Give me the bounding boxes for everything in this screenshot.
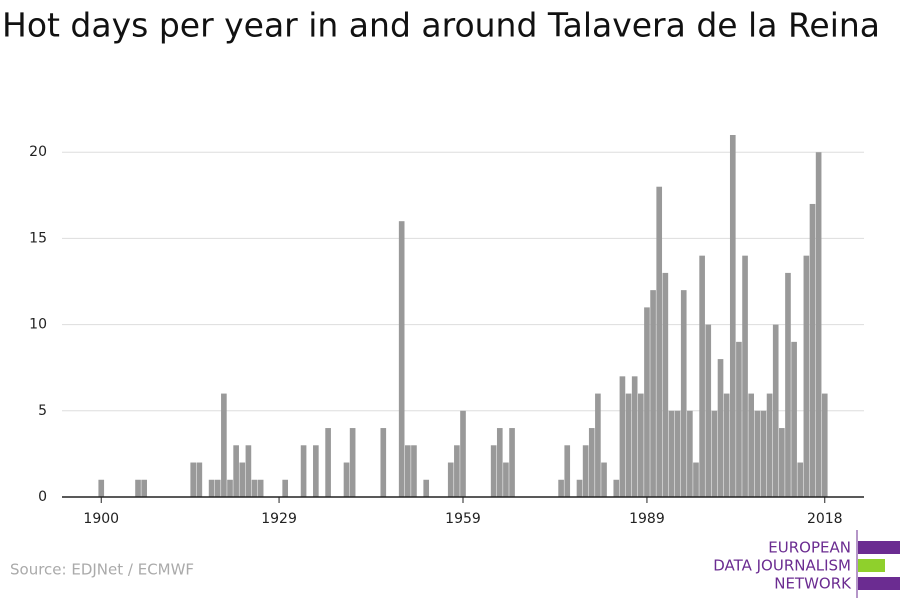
bar	[496, 428, 503, 497]
bar	[423, 479, 430, 497]
bar	[98, 479, 105, 497]
bar	[558, 479, 564, 497]
logo-text: NETWORK	[774, 575, 852, 593]
logo: EUROPEAN DATA JOURNALISM NETWORK	[713, 530, 900, 598]
x-tick-label: 1929	[261, 511, 297, 527]
bar	[785, 272, 791, 497]
y-tick-label: 20	[29, 144, 47, 160]
bar	[343, 462, 350, 497]
bar	[251, 479, 258, 497]
y-tick-label: 15	[29, 230, 47, 246]
bar	[601, 462, 607, 497]
bar	[398, 221, 405, 497]
bar	[637, 393, 644, 497]
bar	[668, 410, 675, 497]
bar	[619, 376, 626, 497]
bar	[245, 445, 252, 497]
bar	[233, 445, 239, 497]
y-tick-label: 5	[38, 403, 47, 419]
bar	[380, 428, 387, 497]
bar	[509, 428, 515, 497]
bar	[208, 479, 215, 497]
bar	[742, 255, 748, 497]
bar	[460, 410, 466, 497]
source: Source: EDJNet / ECMWF	[10, 561, 194, 579]
bar	[803, 255, 810, 497]
bar	[190, 462, 197, 497]
bar	[705, 324, 712, 497]
logo-text: EUROPEAN	[768, 539, 851, 557]
bar	[404, 445, 411, 497]
logo-bar	[858, 541, 900, 554]
bar	[748, 393, 755, 497]
bar	[595, 393, 601, 497]
bar	[711, 410, 718, 497]
bar	[490, 445, 497, 497]
logo-bar	[858, 577, 900, 590]
chart-title: Hot days per year in and around Talavera…	[2, 6, 880, 45]
bar	[717, 359, 724, 497]
bar	[325, 428, 331, 497]
bar	[656, 186, 663, 497]
x-tick-label: 1959	[445, 511, 481, 527]
bar	[779, 428, 785, 497]
bar	[411, 445, 417, 497]
bar	[613, 479, 620, 497]
bar	[687, 410, 693, 497]
bar	[135, 479, 141, 497]
bar	[809, 203, 816, 497]
bar	[239, 462, 246, 497]
bar	[454, 445, 460, 497]
x-tick-label: 1989	[629, 511, 665, 527]
bar	[644, 307, 650, 497]
bar	[736, 341, 742, 497]
bar	[723, 393, 730, 497]
bar	[680, 290, 687, 497]
bar	[196, 462, 203, 497]
bar	[564, 445, 571, 497]
bar	[674, 410, 681, 497]
bar	[576, 479, 583, 497]
logo-text: DATA JOURNALISM	[713, 557, 851, 575]
bar	[791, 341, 797, 497]
bar	[760, 410, 767, 497]
bar	[447, 462, 454, 497]
bar	[729, 135, 736, 497]
y-tick-label: 0	[38, 489, 47, 505]
bar	[503, 462, 509, 497]
bar	[588, 428, 595, 497]
bar	[300, 445, 307, 497]
bar	[582, 445, 589, 497]
bar	[821, 393, 828, 497]
bar	[766, 393, 773, 497]
bar	[815, 152, 822, 497]
bar	[693, 462, 699, 497]
bar	[662, 272, 669, 497]
bar	[221, 393, 227, 497]
bar	[650, 290, 656, 497]
bar	[772, 324, 779, 497]
bar	[699, 255, 705, 497]
x-tick-label: 1900	[83, 511, 119, 527]
y-tick-label: 10	[29, 317, 47, 333]
bar	[349, 428, 356, 497]
bar	[214, 479, 221, 497]
bar	[282, 479, 289, 497]
bar	[631, 376, 638, 497]
bar	[797, 462, 804, 497]
logo-bar	[858, 559, 885, 572]
bar	[754, 410, 761, 497]
bar	[257, 479, 264, 497]
bar	[227, 479, 233, 497]
bar	[141, 479, 147, 497]
bar	[625, 393, 632, 497]
x-tick-label: 2018	[807, 511, 843, 527]
bar	[313, 445, 319, 497]
